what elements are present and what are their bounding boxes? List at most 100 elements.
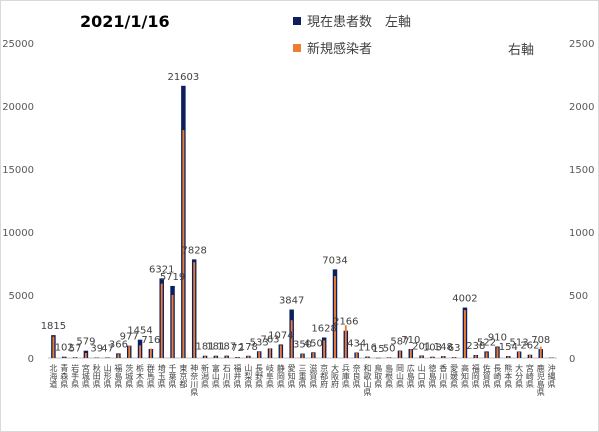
- y-left-tick-label: 20000: [2, 102, 34, 113]
- bar-new-cases: [84, 352, 87, 358]
- bars: [51, 85, 554, 359]
- category-label: 広島県: [406, 363, 415, 389]
- bar-new-cases: [106, 357, 109, 358]
- bar-new-cases: [355, 352, 358, 358]
- bar-new-cases: [507, 356, 510, 358]
- data-label-current-patients: 6321: [149, 264, 174, 275]
- category-label: 秋田県: [92, 363, 101, 389]
- legend-label-new-cases: 新規感染者: [307, 41, 372, 57]
- data-label-current-patients: 181: [206, 342, 225, 353]
- category-label: 富山県: [211, 363, 220, 389]
- bar-new-cases: [344, 325, 347, 358]
- category-label: 山口県: [417, 363, 426, 389]
- category-label: 島根県: [385, 363, 394, 389]
- bar-new-cases: [409, 349, 412, 358]
- category-label: 鹿児島県: [536, 363, 545, 397]
- category-label: 佐賀県: [482, 363, 491, 389]
- bar-new-cases: [474, 355, 477, 358]
- bar-new-cases: [550, 357, 553, 359]
- data-label-current-patients: 116: [358, 343, 377, 354]
- data-label-current-patients: 238: [466, 341, 485, 352]
- data-label-current-patients: 72: [231, 343, 244, 354]
- legend-swatch-current-patients: [293, 17, 301, 25]
- category-label: 埼玉県: [157, 363, 166, 389]
- data-label-current-patients: 102: [55, 343, 74, 354]
- y-right-tick-label: 500: [569, 291, 588, 302]
- bar-new-cases: [301, 354, 304, 358]
- category-label: 福島県: [114, 364, 123, 389]
- category-label: 徳島県: [428, 363, 437, 389]
- category-label: 宮城県: [81, 363, 90, 389]
- y-right-tick-label: 2000: [569, 102, 594, 113]
- data-label-current-patients: 178: [239, 342, 258, 353]
- data-label-current-patients: 522: [477, 337, 496, 348]
- bar-new-cases: [518, 351, 521, 358]
- data-label-current-patients: 977: [120, 332, 139, 343]
- category-label: 大阪府: [330, 363, 339, 389]
- data-label-current-patients: 187: [217, 342, 236, 353]
- category-label: 群馬県: [146, 363, 155, 389]
- bar-new-cases: [453, 357, 456, 358]
- bar-new-cases: [149, 348, 152, 358]
- bar-new-cases: [225, 356, 228, 358]
- bar-new-cases: [63, 357, 66, 358]
- bar-new-cases: [171, 295, 174, 358]
- bar-new-cases: [279, 345, 282, 358]
- chart-title: 2021/1/16: [80, 12, 170, 31]
- legend-right-axis-note: 右軸: [508, 43, 534, 58]
- category-label: 山梨県: [244, 363, 253, 389]
- bar-new-cases: [528, 354, 531, 358]
- category-label: 神奈川県: [190, 363, 199, 397]
- bar-new-cases: [236, 357, 239, 358]
- data-label-current-patients: 366: [109, 339, 128, 350]
- category-label: 鳥取県: [374, 363, 383, 389]
- category-label: 長崎県: [493, 364, 502, 389]
- bar-new-cases: [420, 355, 423, 358]
- data-label-current-patients: 47: [101, 343, 114, 354]
- bar-new-cases: [377, 357, 380, 359]
- category-label: 兵庫県: [341, 363, 350, 389]
- data-label-current-patients: 1074: [268, 330, 293, 341]
- bar-new-cases: [496, 347, 499, 358]
- data-label-current-patients: 350: [293, 340, 312, 351]
- bar-new-cases: [399, 351, 401, 358]
- category-label: 岐阜県: [266, 363, 275, 389]
- category-label: 長野県: [255, 364, 264, 389]
- y-right-tick-label: 0: [569, 354, 575, 365]
- bar-new-cases: [117, 354, 120, 358]
- category-label: 香川県: [439, 363, 448, 389]
- bar-new-cases: [290, 320, 293, 358]
- y-left-tick-label: 25000: [2, 39, 34, 50]
- category-label: 青森県: [60, 363, 69, 389]
- category-label: 岡山県: [395, 364, 404, 389]
- legend-swatch-new-cases: [293, 44, 301, 52]
- bar-new-cases: [539, 346, 542, 358]
- category-label: 沖縄県: [547, 363, 556, 389]
- category-label: 栃木県: [136, 363, 145, 389]
- y-right-tick-label: 1500: [569, 165, 594, 176]
- category-label: 茨城県: [125, 363, 134, 389]
- category-label: 石川県: [222, 364, 231, 389]
- bar-new-cases: [323, 340, 326, 358]
- category-label: 奈良県: [352, 363, 361, 389]
- category-label: 千葉県: [168, 363, 177, 389]
- bar-new-cases: [431, 356, 434, 358]
- category-label: 静岡県: [276, 363, 285, 389]
- data-label-current-patients: 15: [372, 344, 385, 355]
- y-right-axis-ticks: 0 500 1000 1500 2000 2500: [569, 39, 594, 365]
- data-label-current-patients: 450: [304, 338, 323, 349]
- bar-new-cases: [247, 355, 250, 358]
- bar-new-cases: [193, 262, 196, 358]
- data-label-current-patients: 2166: [333, 317, 358, 328]
- bar-new-cases: [366, 356, 369, 358]
- category-label: 岩手県: [71, 363, 80, 389]
- category-label: 東京都: [179, 363, 188, 389]
- bar-current-patients: [61, 356, 67, 358]
- y-right-tick-label: 2500: [569, 39, 594, 50]
- bar-new-cases: [258, 351, 261, 358]
- bar-new-cases: [269, 348, 271, 358]
- data-label-current-patients: 181: [195, 342, 214, 353]
- bar-new-cases: [204, 356, 206, 358]
